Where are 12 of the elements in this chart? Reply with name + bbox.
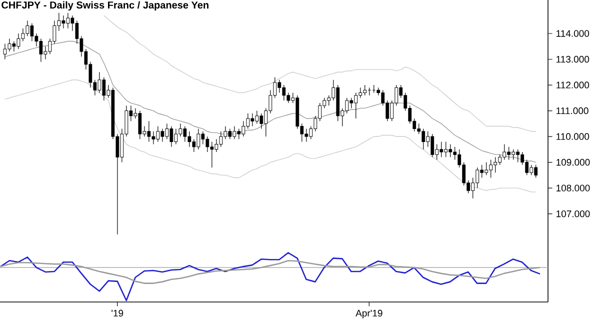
y-tick-label: 108.000 — [556, 184, 590, 192]
x-tick-label: '19 — [112, 310, 124, 317]
y-tick-label: 111.000 — [556, 107, 588, 114]
y-tick-label: 114.000 — [556, 30, 590, 37]
chart-title: CHFJPY - Daily Swiss Franc / Japanese Yen — [2, 1, 208, 11]
y-tick-label: 107.000 — [556, 210, 590, 218]
candlestick — [3, 44, 7, 60]
y-tick-label: 110.000 — [556, 133, 590, 140]
x-tick-label: Apr'19 — [356, 310, 382, 318]
y-tick-label: 112.000 — [556, 82, 590, 88]
y-tick-label: 109.000 — [556, 158, 590, 166]
y-tick-label: 113.000 — [556, 56, 590, 63]
